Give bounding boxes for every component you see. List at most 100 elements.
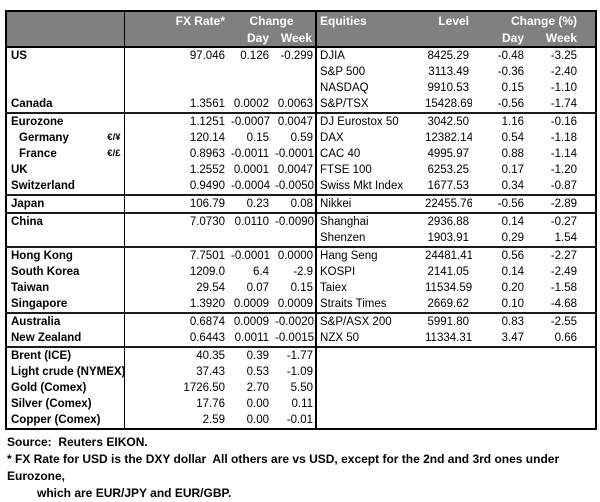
table-row: Switzerland 0.9490 -0.0004 -0.0050 Swiss Mkt… [6, 178, 596, 195]
fx-week-change-value: -0.0090 [272, 212, 317, 230]
country-name: Canada [11, 98, 53, 110]
currency-pair-label: €/¥ [107, 132, 121, 143]
fx-week-change-value: -2.9 [293, 266, 314, 278]
fx-week-header: Week [272, 29, 317, 48]
country-name: US [11, 50, 27, 62]
equity-index-name: CAC 40 [315, 146, 423, 162]
country-name: Copper (Comex) [11, 414, 101, 426]
fx-rate-value: 120.14 [123, 130, 228, 146]
equity-index-name: DJIA [315, 47, 423, 64]
fx-rate-value [123, 64, 228, 80]
equity-week-change-value: -2.55 [527, 312, 597, 330]
equity-level-value [422, 396, 472, 412]
country-name-cell: Gold (Comex) [6, 380, 124, 396]
table-row: Australia 0.6874 0.0009 -0.0020 S&P/ASX 200 5… [6, 312, 597, 330]
country-header-blank [6, 11, 124, 29]
table-row: NASDAQ 9910.53 0.15 -1.10 [6, 80, 596, 96]
equity-index-name: S&P/TSX [315, 96, 423, 113]
fx-rate-value: 1.3561 [123, 96, 228, 113]
fx-rate-value: 7.7501 [123, 246, 228, 264]
fx-rate-value [123, 230, 228, 247]
equity-week-change-value [527, 380, 596, 396]
country-name-cell: Silver (Comex) [6, 396, 124, 412]
equity-index-name: S&P/ASX 200 [315, 312, 423, 330]
country-name-cell: Light crude (NYMEX) [6, 364, 124, 380]
equity-day-change-value: 0.15 [501, 82, 525, 94]
equity-week-change-value: -1.14 [550, 148, 578, 160]
table-row: China 7.0730 0.0110 -0.0090 Shanghai 2936.88 0… [6, 212, 597, 230]
equity-week-change-value: -3.25 [550, 50, 578, 62]
fx-week-change-value: 0.0047 [277, 164, 314, 176]
table-row: South Korea 1209.0 6.4 -2.9 KOSPI 2141.05 0.14… [6, 264, 596, 280]
equity-week-change-value [527, 396, 596, 412]
country-name-cell: Brent (ICE) [6, 346, 124, 364]
fx-rate-value: 1.3920 [123, 296, 228, 313]
equity-day-change-value: 0.88 [501, 148, 525, 160]
equity-level-value: 24481.41 [422, 246, 473, 264]
fx-week-change-value: 0.15 [290, 282, 314, 294]
table-row: Taiwan 29.54 0.07 0.15 Taiex 11534.59 0.20 -1.5… [6, 280, 596, 296]
table-row: Shenzen 1903.91 0.29 1.54 [6, 230, 596, 247]
fx-day-change-value [228, 230, 272, 247]
equity-level-value: 2669.62 [427, 298, 470, 310]
table-row: Copper (Comex) 2.59 0.00 -0.01 [6, 412, 596, 429]
fx-rate-header: FX Rate* [123, 11, 228, 29]
fx-week-change-value: -0.0015 [275, 332, 315, 344]
fx-rate-value: 1.2552 [123, 162, 228, 178]
country-name: Germany [19, 132, 69, 144]
equity-week-change-value: -1.74 [550, 98, 578, 110]
fx-day-change-value: -0.0011 [231, 148, 270, 160]
equity-index-name: Straits Times [315, 296, 423, 313]
country-name: Gold (Comex) [11, 382, 87, 394]
country-name: Australia [11, 316, 61, 328]
equity-week-change-value: -0.87 [550, 180, 578, 192]
market-data-table: FX Rate* Change Equities Level Change (%… [5, 10, 598, 430]
fx-rate-value [123, 80, 228, 96]
equity-index-name: NASDAQ [315, 80, 423, 96]
equity-index-name: FTSE 100 [315, 162, 423, 178]
fx-day-change-value: 0.07 [246, 282, 269, 294]
equity-day-change-value [472, 346, 528, 364]
equity-level-value: 4995.97 [427, 148, 470, 160]
fx-day-change-value: 0.15 [246, 132, 269, 144]
fx-day-change-value: 0.39 [228, 346, 272, 364]
equity-day-change-value [472, 396, 527, 412]
country-name-cell [6, 64, 124, 80]
country-name-cell: Hong Kong [6, 246, 124, 264]
equity-week-change-value [527, 346, 597, 364]
equity-day-change-value: 0.14 [472, 212, 528, 230]
country-name-cell: US [6, 47, 124, 64]
source-note: Source: Reuters EIKON. [7, 435, 148, 449]
country-name-cell: Japan [6, 194, 124, 213]
country-name-cell: Germany €/¥ [6, 130, 124, 146]
fx-rate-footnote-line1: * FX Rate for USD is the DXY dollar All … [7, 452, 563, 483]
table-row: S&P 500 3113.49 -0.36 -2.40 [6, 64, 596, 80]
equity-level-value: 6253.25 [427, 164, 470, 176]
fx-day-change-value: 0.0009 [228, 312, 272, 330]
blank-header-cell [123, 29, 228, 48]
fx-rate-value: 0.8963 [123, 146, 228, 162]
fx-day-change-value: 0.00 [246, 398, 269, 410]
fx-rate-value: 97.046 [123, 47, 228, 64]
equities-header: Equities [315, 11, 423, 29]
country-name-cell: China [6, 212, 124, 230]
equity-day-change-value: 1.16 [472, 112, 528, 130]
table-row: New Zealand 0.6443 0.0011 -0.0015 NZX 50 1133… [6, 330, 596, 347]
equity-week-change-value [527, 412, 596, 429]
equity-level-value: 3113.49 [428, 66, 470, 78]
fx-day-change-value: -0.0001 [228, 246, 272, 264]
country-name-cell [6, 230, 124, 247]
equity-day-change-value [472, 364, 527, 380]
country-name-cell: UK [6, 162, 124, 178]
equity-index-name: DAX [315, 130, 423, 146]
table-row: France €/£ 0.8963 -0.0011 -0.0001 CAC 40 4995.… [6, 146, 596, 162]
blank-header-cell [315, 29, 423, 48]
equity-index-name [315, 380, 423, 396]
equity-index-name [315, 412, 423, 429]
country-name-cell: Australia [6, 312, 124, 330]
equity-day-change-value: 0.17 [501, 164, 525, 176]
fx-change-header: Change [228, 11, 317, 29]
fx-week-change-value: 0.59 [290, 132, 314, 144]
equity-index-name: Nikkei [315, 194, 423, 213]
country-name: Eurozone [11, 116, 64, 128]
